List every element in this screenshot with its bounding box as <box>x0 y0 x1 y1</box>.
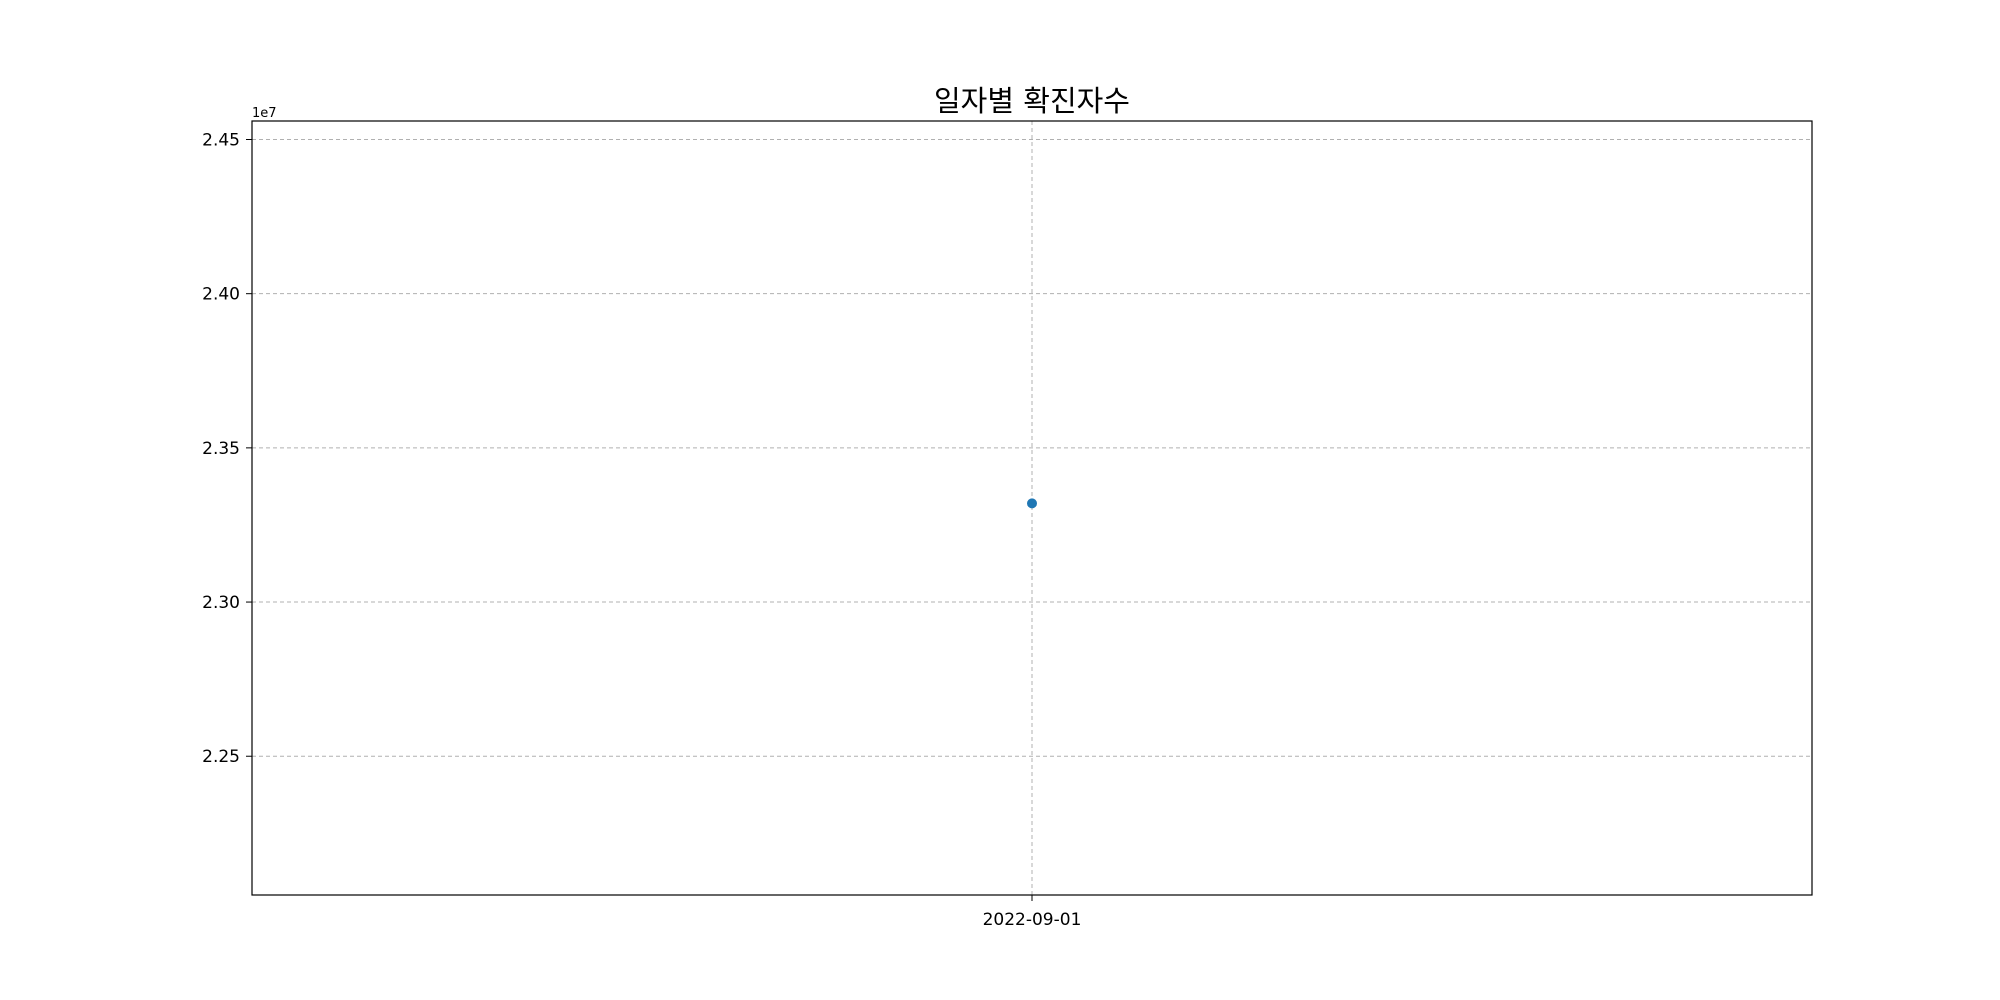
y-tick-label: 2.45 <box>202 131 240 151</box>
grid <box>252 121 1812 895</box>
data-point <box>1027 498 1037 509</box>
y-tick-label: 2.25 <box>202 747 240 767</box>
x-axis: 2022-09-01 <box>983 895 1082 930</box>
plot-frame <box>251 120 1813 896</box>
x-tick-label: 2022-09-01 <box>983 910 1082 930</box>
y-tick-label: 2.35 <box>202 439 240 459</box>
y-tick-label: 2.30 <box>202 593 240 613</box>
chart-title: 일자별 확진자수 <box>934 84 1130 118</box>
y-tick-label: 2.40 <box>202 285 240 305</box>
series-points <box>1027 498 1037 509</box>
y-axis: 2.25 2.30 2.35 2.40 2.45 <box>202 131 252 767</box>
y-offset-label: 1e7 <box>252 106 277 121</box>
